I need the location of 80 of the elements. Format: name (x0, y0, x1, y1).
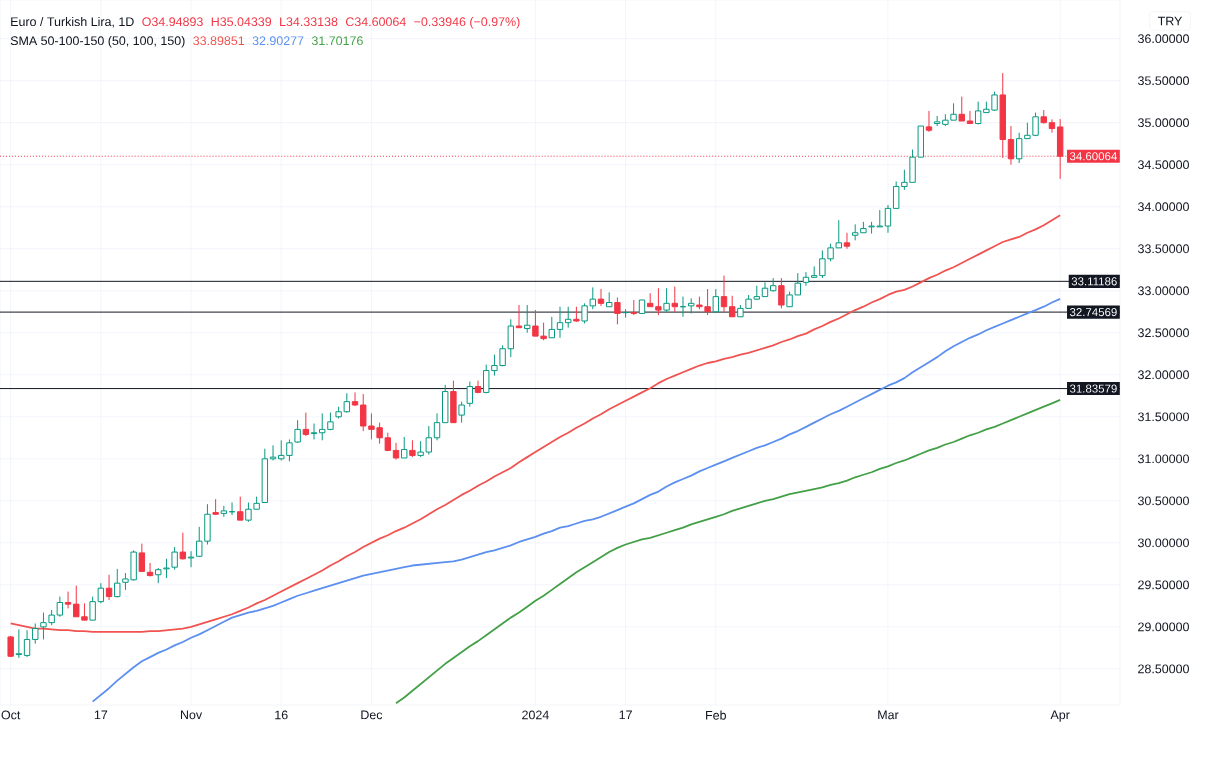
y-tick-label: 29.00000 (1138, 622, 1189, 632)
x-tick-label: Feb (706, 710, 726, 720)
x-tick-label: 17 (94, 710, 108, 720)
y-tick-label: 29.50000 (1138, 580, 1189, 590)
candlestick (548, 316, 556, 339)
candlestick (958, 96, 965, 122)
ref-line-label: 33.11186 (1071, 277, 1117, 286)
y-tick-label: 31.50000 (1138, 412, 1189, 422)
candlestick (925, 110, 933, 133)
candlestick (179, 532, 187, 561)
candlestick (720, 275, 728, 313)
candlestick (351, 391, 359, 407)
candlestick (802, 271, 810, 287)
candlestick (1048, 118, 1056, 134)
candlestick (671, 286, 678, 313)
ref-line-label: 32.74569 (1069, 308, 1117, 317)
candlestick (401, 436, 408, 459)
y-tick-label: 35.50000 (1138, 76, 1189, 86)
candlestick (269, 444, 277, 461)
candlestick (565, 306, 572, 329)
candlestick (392, 442, 400, 461)
annotation: L34.33138 (280, 17, 338, 27)
ref-line-label: 34.60064 (1069, 152, 1117, 161)
annotation: O34.94893 (142, 17, 203, 27)
candlestick (64, 591, 72, 609)
candlestick (187, 550, 195, 568)
candlestick (105, 574, 113, 601)
text: TRY (1157, 16, 1183, 26)
x-tick-label: Dec (361, 710, 383, 720)
x-tick-label: 2024 (522, 710, 549, 720)
y-tick-label: 35.00000 (1138, 118, 1189, 128)
candlestick (515, 304, 523, 329)
annotation: 32.90277 (252, 36, 304, 46)
annotation: −0.33946 (−0.97%) (414, 16, 520, 29)
y-tick-label: 33.00000 (1138, 286, 1189, 296)
x-tick-label: Nov (180, 710, 203, 720)
y-tick-label: 31.00000 (1138, 454, 1189, 464)
annotation: H35.04339 (211, 17, 272, 27)
candlestick (114, 568, 121, 598)
candlestick (310, 423, 318, 440)
y-tick-label: 34.50000 (1138, 160, 1189, 170)
candlestick (302, 412, 310, 437)
text: Euro / Turkish Lira, 1D (11, 16, 134, 28)
annotation: 31.70176 (311, 36, 363, 46)
candlestick (433, 412, 441, 441)
candlestick (23, 629, 31, 658)
x-tick-label: Oct (1, 710, 21, 720)
text: SMA 50-100-150 (50, 100, 150) (10, 35, 185, 48)
candlestick (614, 296, 621, 325)
candlestick (524, 304, 531, 334)
x-tick-label: 16 (275, 710, 288, 720)
candlestick (843, 232, 851, 250)
y-tick-label: 33.50000 (1138, 244, 1189, 254)
candlestick (966, 110, 974, 125)
y-tick-label: 34.00000 (1138, 202, 1189, 212)
candlestick (884, 204, 892, 234)
x-tick-label: Mar (878, 710, 899, 720)
candlestick (237, 496, 244, 521)
y-tick-label: 32.50000 (1138, 328, 1189, 338)
annotation: C34.60064 (345, 17, 406, 27)
y-tick-label: 30.00000 (1138, 538, 1189, 548)
x-tick-label: 17 (619, 710, 632, 720)
annotation: 33.89851 (193, 36, 245, 46)
y-tick-label: 32.00000 (1138, 370, 1189, 380)
candlestick (458, 401, 465, 424)
candlestick (778, 277, 785, 309)
candlestick (32, 622, 39, 645)
candlestick (556, 306, 564, 339)
ref-line-label: 31.83579 (1069, 384, 1117, 393)
candlestick (728, 295, 736, 318)
y-tick-label: 36.00000 (1138, 34, 1189, 44)
y-tick-label: 28.50000 (1138, 664, 1189, 674)
y-tick-label: 30.50000 (1138, 496, 1189, 506)
candlestick (597, 288, 605, 307)
candlestick (138, 543, 146, 572)
x-tick-label: Apr (1050, 710, 1070, 722)
candlestick (712, 288, 719, 313)
candlestick (466, 380, 474, 408)
candlestick (663, 287, 670, 313)
candlestick (15, 628, 23, 659)
